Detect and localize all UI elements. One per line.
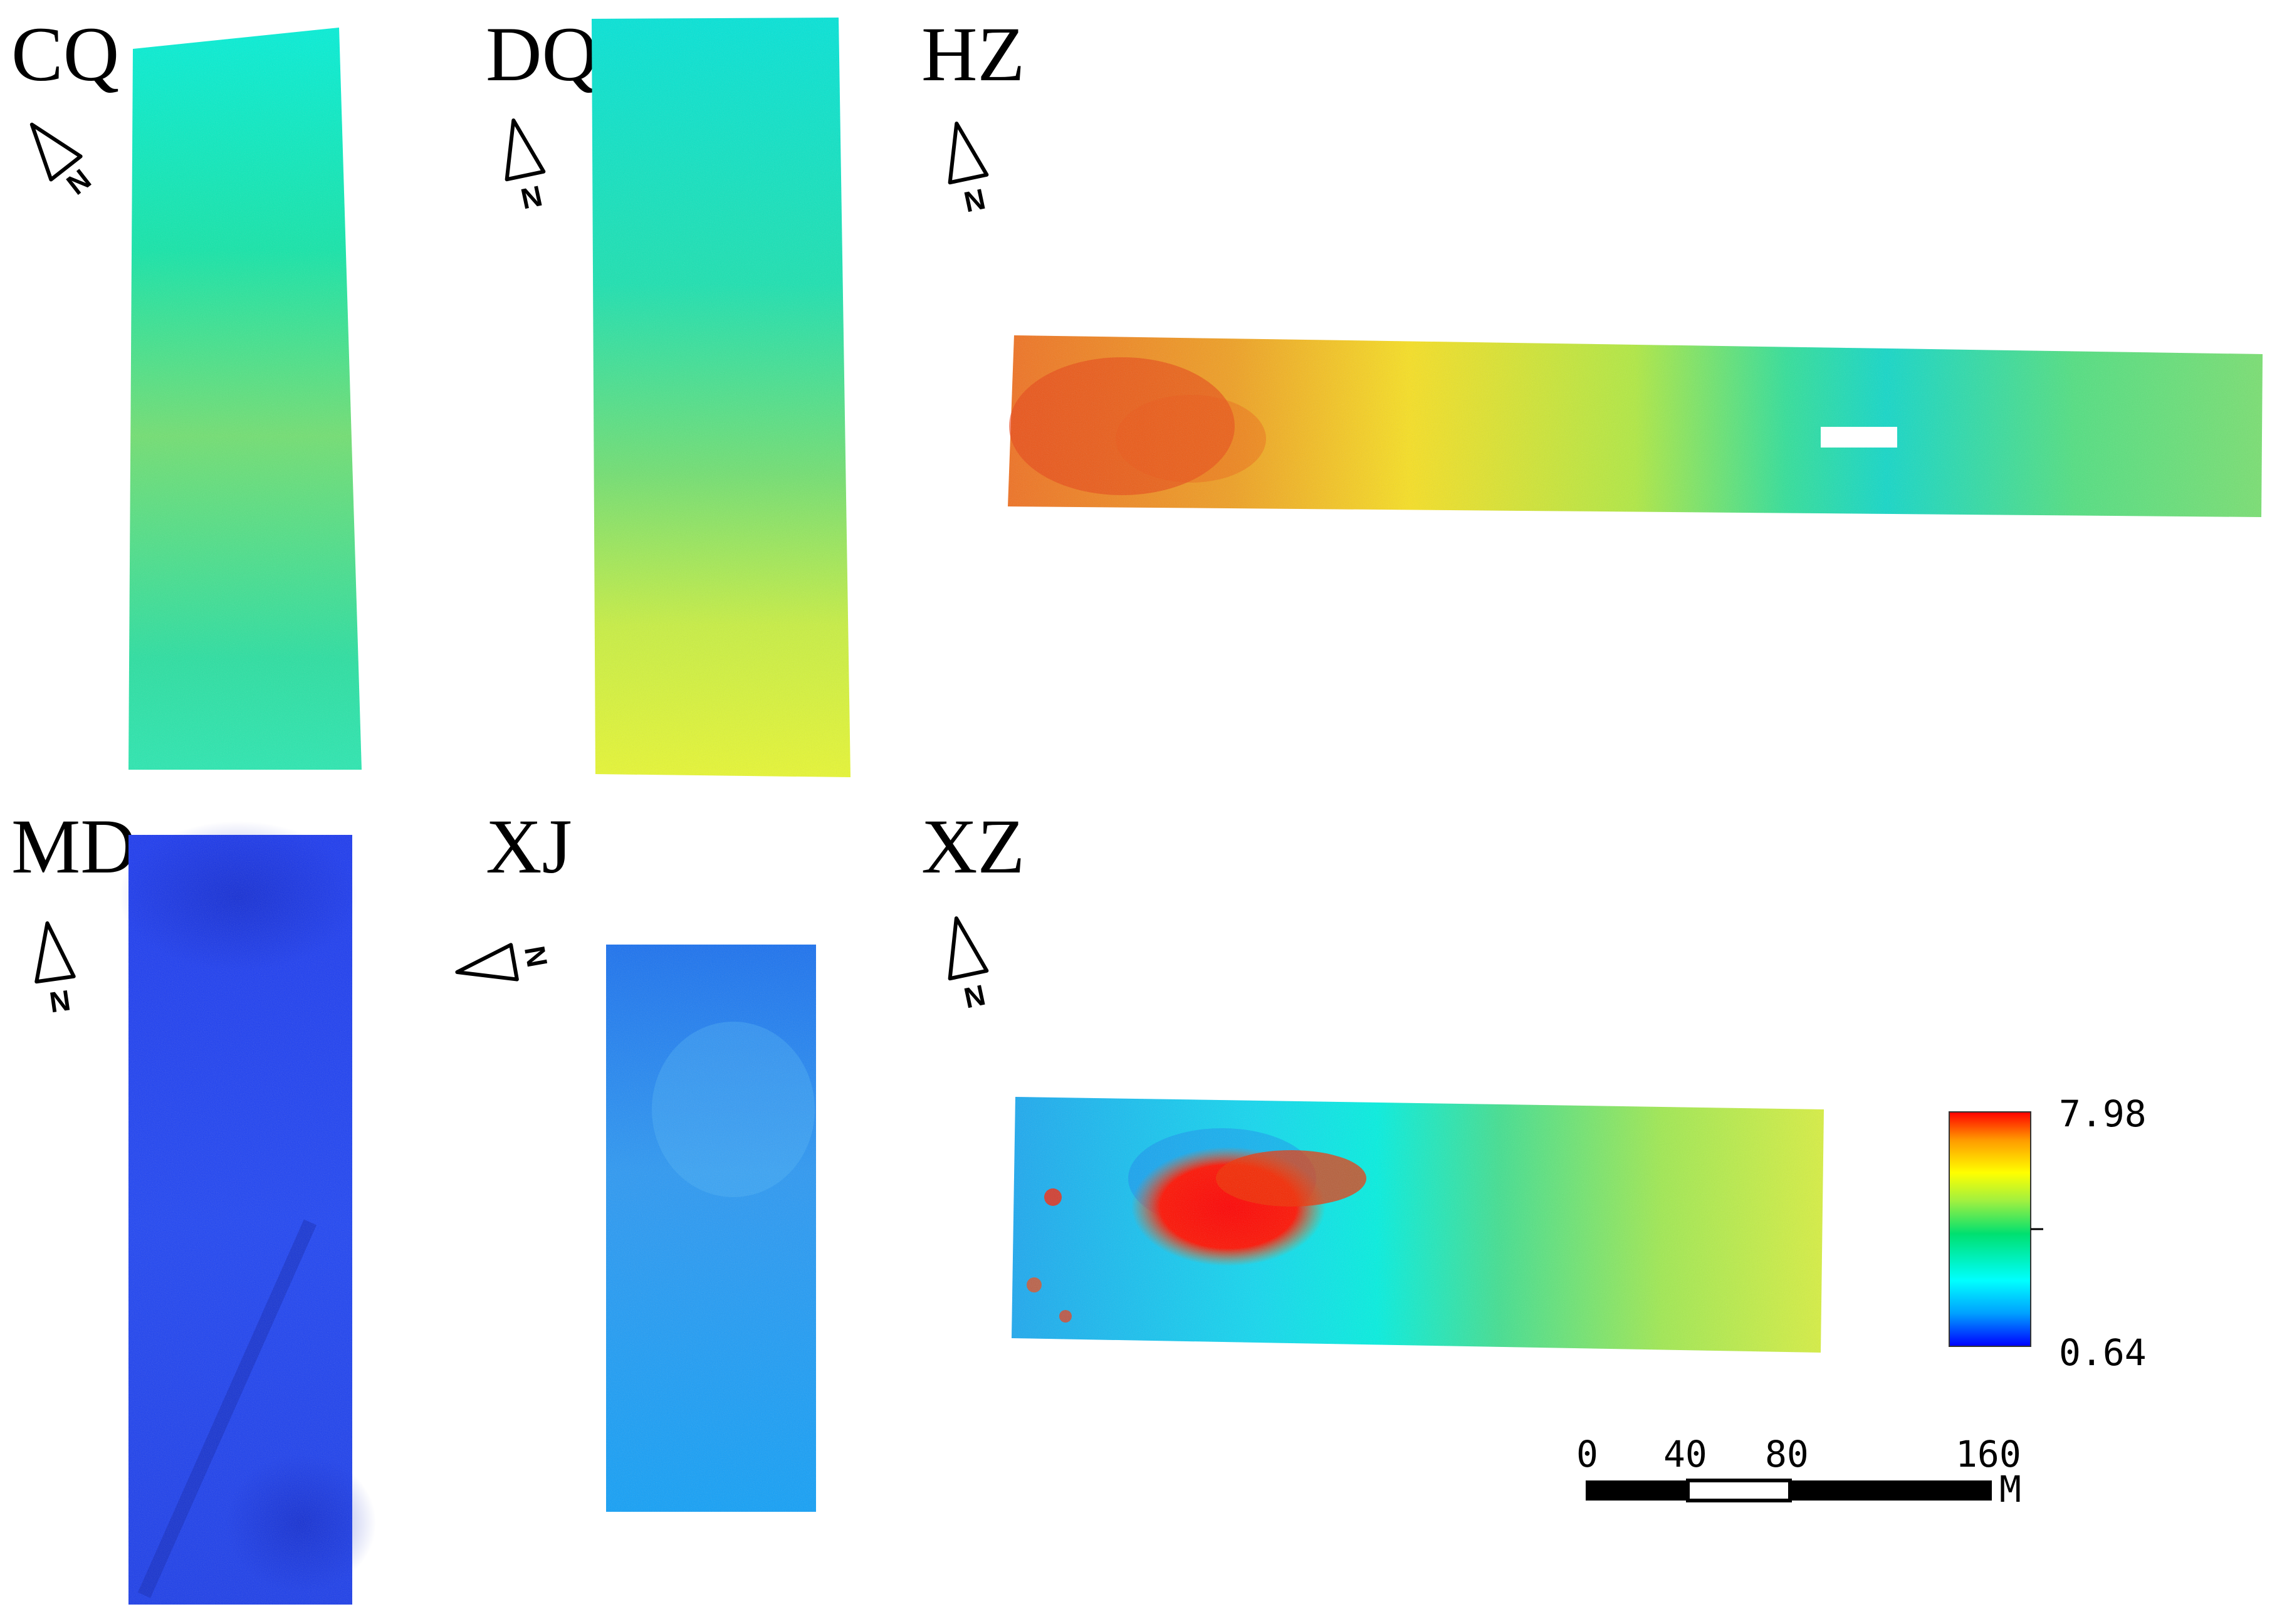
panel-xz: XZ N xyxy=(921,804,1824,1353)
raster-md xyxy=(119,821,376,1605)
north-arrow-icon: N xyxy=(455,943,554,982)
panel-label-xj: XJ xyxy=(486,804,572,889)
raster-xz xyxy=(1012,1097,1824,1353)
north-arrow-letter: N xyxy=(961,978,988,1015)
scale-tick-label: 160 xyxy=(1955,1433,2021,1475)
raster-cq xyxy=(128,28,362,770)
panel-cq: CQ N xyxy=(11,11,362,770)
north-arrow-icon: N xyxy=(948,916,989,1015)
scale-unit: M xyxy=(1999,1468,2021,1511)
panel-label-dq: DQ xyxy=(486,11,598,97)
scale-segment xyxy=(1790,1480,1992,1501)
north-arrow-icon: N xyxy=(29,122,97,201)
north-arrow-letter: N xyxy=(518,179,545,216)
raster-xj xyxy=(606,945,816,1512)
color-legend: 7.98 0.64 xyxy=(1949,1092,2147,1374)
scale-segment xyxy=(1686,1479,1792,1502)
raster-dq xyxy=(592,18,851,777)
north-arrow-letter: N xyxy=(48,983,73,1019)
panel-label-hz: HZ xyxy=(921,11,1025,97)
panel-dq: DQ N xyxy=(486,11,851,777)
scale-segment xyxy=(1586,1480,1688,1501)
scale-bar: 0 40 80 160 M xyxy=(1576,1433,2021,1511)
north-arrow-letter: N xyxy=(961,182,988,219)
panel-label-md: MD xyxy=(11,804,137,889)
raster-hz xyxy=(1008,335,2263,517)
panel-label-xz: XZ xyxy=(921,804,1025,889)
scale-tick-label: 80 xyxy=(1765,1433,1809,1475)
legend-colorbar xyxy=(1949,1111,2031,1347)
nodata-gap xyxy=(1821,427,1897,448)
north-arrow-icon: N xyxy=(34,921,76,1019)
panel-md: MD N xyxy=(11,804,376,1605)
scale-tick-label: 40 xyxy=(1663,1433,1707,1475)
panel-hz: HZ N xyxy=(921,11,2263,517)
north-arrow-icon: N xyxy=(948,121,989,219)
legend-max-label: 7.98 xyxy=(2059,1092,2147,1135)
panel-xj: XJ N xyxy=(455,804,816,1512)
scale-tick-label: 0 xyxy=(1576,1433,1598,1475)
panel-label-cq: CQ xyxy=(11,11,119,97)
north-arrow-letter: N xyxy=(518,943,554,970)
legend-min-label: 0.64 xyxy=(2059,1331,2147,1374)
north-arrow-icon: N xyxy=(505,118,546,216)
